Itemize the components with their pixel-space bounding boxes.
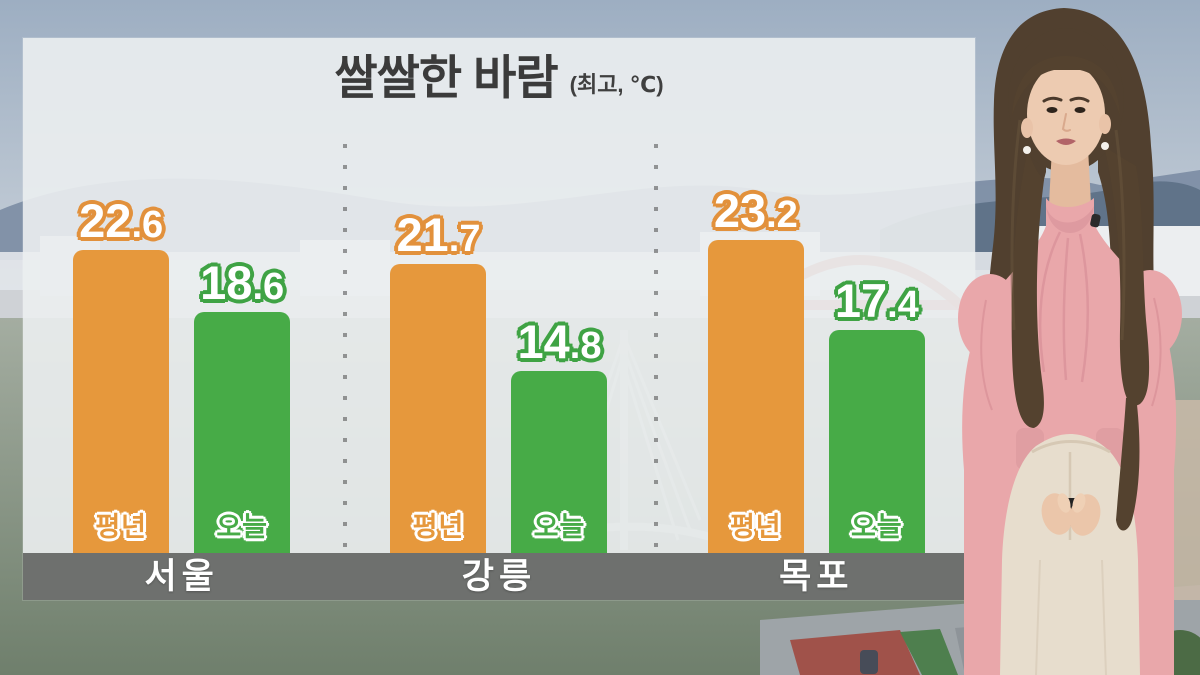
normal-bar-column: 21.7 평년 [390,208,487,553]
group-separator-icon [654,144,659,548]
normal-legend-tag: 평년 [729,512,782,542]
bar-chart: 22.6 평년 18.6 오늘 21.7 평년 [23,138,975,553]
chart-title: 쌀쌀한 바람 [334,51,558,104]
chart-unit-note: (최고, ℃) [569,71,664,97]
bar-group-seoul: 22.6 평년 18.6 오늘 [23,197,340,553]
mic-icon [1090,213,1101,228]
today-value-label: 17.4 [834,274,919,327]
bar-group-gangneung: 21.7 평년 14.8 오늘 [340,211,657,553]
normal-value-label: 21.7 [396,208,481,261]
today-legend-tag: 오늘 [850,512,903,542]
normal-bar: 평년 [390,264,487,553]
normal-legend-tag: 평년 [95,512,147,542]
city-band: 서울 강릉 목포 [23,553,975,600]
city-label-seoul: 서울 [144,557,219,596]
today-legend-tag: 오늘 [533,512,586,542]
normal-legend-tag: 평년 [412,512,465,542]
normal-value-label: 23.2 [713,184,798,237]
normal-bar: 평년 [707,240,804,553]
today-value-label: 14.8 [517,315,602,368]
city-label-gangneung: 강릉 [461,557,537,596]
bar-group-mokpo: 23.2 평년 17.4 오늘 [658,187,975,553]
today-bar: 오늘 [828,330,925,553]
today-value-label: 18.6 [200,256,285,309]
weather-chart-panel: 쌀쌀한 바람 (최고, ℃) 22.6 평년 18.6 오늘 [23,38,975,600]
today-bar: 오늘 [194,312,291,553]
today-legend-tag: 오늘 [216,512,268,542]
group-separator-icon [342,144,347,548]
chart-title-row: 쌀쌀한 바람 (최고, ℃) [23,52,975,104]
city-label-mokpo: 목포 [779,557,854,596]
today-bar: 오늘 [511,371,608,553]
today-bar-column: 17.4 오늘 [828,274,925,553]
earring-icon [1023,146,1031,154]
normal-bar-column: 22.6 평년 [73,194,170,553]
earring-icon [1101,142,1109,150]
normal-bar-column: 23.2 평년 [707,184,804,553]
presenter-pants [1000,434,1140,675]
today-bar-column: 14.8 오늘 [511,315,608,553]
normal-value-label: 22.6 [79,194,164,247]
weather-presenter [958,8,1182,675]
normal-bar: 평년 [73,250,170,553]
today-bar-column: 18.6 오늘 [194,256,291,553]
